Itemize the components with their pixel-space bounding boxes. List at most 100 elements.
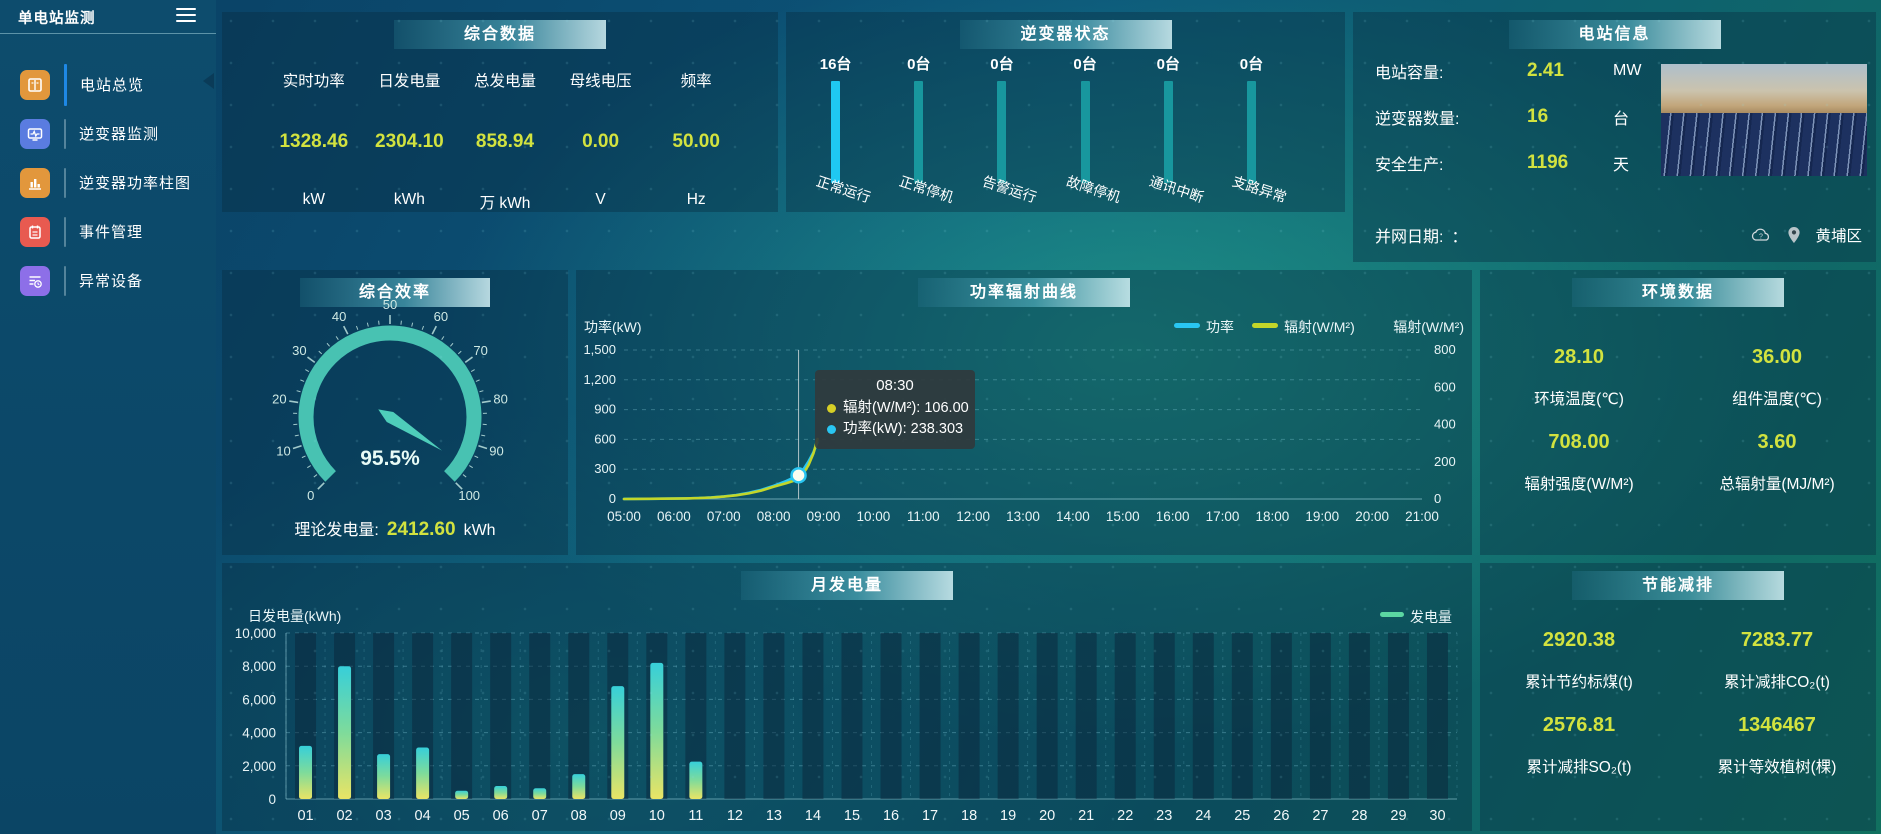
info-label: 逆变器数量:	[1375, 111, 1460, 128]
metric-label: 累计节约标煤(t)	[1525, 674, 1633, 691]
sidebar-item-inverter-power-bars[interactable]: 逆变器功率柱图	[0, 158, 216, 207]
metric-value: 708.00	[1548, 431, 1610, 453]
safe-production-row: 安全生产: 1196 天	[1375, 140, 1675, 186]
svg-text:17:00: 17:00	[1206, 509, 1240, 524]
sidebar-item-label: 逆变器监测	[79, 126, 160, 143]
svg-text:28: 28	[1351, 808, 1367, 824]
svg-text:600: 600	[1434, 379, 1456, 394]
metric-value: 2576.81	[1542, 714, 1616, 736]
inverter-status-bar	[997, 81, 1007, 183]
svg-text:0: 0	[1434, 491, 1441, 506]
theoretical-unit: kWh	[463, 522, 496, 539]
svg-text:60: 60	[434, 309, 448, 324]
abnormal-device-icon	[20, 265, 50, 296]
tooltip-value: 106.00	[924, 400, 969, 416]
inverter-monitor-icon	[20, 118, 50, 149]
grid-date-value: ：	[1451, 229, 1468, 246]
svg-text:29: 29	[1390, 808, 1406, 824]
svg-text:100: 100	[458, 488, 480, 503]
overview-metrics: 实时功率 1328.46 kW 日发电量 2304.10 kWh 总发电量 85…	[222, 49, 778, 213]
bar-day-03	[377, 754, 391, 799]
svg-text:09: 09	[610, 808, 626, 824]
svg-text:13:00: 13:00	[1006, 509, 1040, 524]
info-unit: MW	[1613, 62, 1642, 79]
bar-day-07	[533, 788, 547, 799]
info-label: 电站容量:	[1375, 65, 1444, 82]
metric-module-temp: 36.00 组件温度(℃)	[1678, 324, 1876, 409]
svg-text:24: 24	[1195, 808, 1211, 824]
svg-text:16:00: 16:00	[1156, 509, 1190, 524]
panel-inverter-status: 逆变器状态 16台 正常运行 0台 正常停机 0台 告警运行 0台 故障停机 0…	[786, 12, 1345, 212]
status-count: 16台	[819, 56, 852, 73]
svg-text:4,000: 4,000	[242, 726, 276, 741]
svg-text:日发电量(kWh): 日发电量(kWh)	[248, 608, 341, 624]
metric-label: 总辐射量(MJ/M²)	[1719, 476, 1835, 493]
svg-text:12:00: 12:00	[956, 509, 990, 524]
info-unit: 台	[1613, 111, 1630, 128]
svg-text:06: 06	[493, 808, 509, 824]
station-overview-icon	[20, 69, 50, 100]
bar-chart-icon	[20, 167, 50, 198]
inverter-status-columns: 16台 正常运行 0台 正常停机 0台 告警运行 0台 故障停机 0台 通讯中断…	[786, 19, 1345, 205]
svg-text:15:00: 15:00	[1106, 509, 1140, 524]
sidebar-item-inverter-monitor[interactable]: 逆变器监测	[0, 109, 216, 158]
svg-text:07:00: 07:00	[707, 509, 741, 524]
svg-text:08: 08	[571, 808, 587, 824]
panel-savings: 节能减排 2920.38 累计节约标煤(t) 7283.77 累计减排CO₂(t…	[1480, 563, 1876, 831]
panel-title: 环境数据	[1572, 278, 1784, 307]
svg-text:70: 70	[473, 343, 487, 358]
theoretical-label: 理论发电量:	[294, 522, 379, 539]
metric-value: 1328.46	[279, 131, 349, 152]
sidebar-item-label: 事件管理	[79, 224, 144, 241]
photo-solar-panels	[1661, 113, 1867, 176]
svg-text:0: 0	[307, 488, 314, 503]
status-count: 0台	[990, 56, 1014, 73]
status-normal-running: 16台 正常运行	[794, 19, 877, 205]
panel-efficiency: 综合效率 0 10 20 30 40 50 60 70 80 90 100 95.5% 理论发电量: …	[222, 270, 568, 555]
panel-environment: 环境数据 28.10 环境温度(℃) 36.00 组件温度(℃) 708.00 …	[1480, 270, 1876, 555]
location-pin-icon[interactable]	[1787, 226, 1801, 244]
bar-day-04	[416, 747, 430, 799]
metric-label: 累计减排CO₂(t)	[1724, 674, 1830, 691]
sidebar-item-abnormal-devices[interactable]: 异常设备	[0, 256, 216, 305]
panel-title: 月发电量	[741, 571, 953, 600]
svg-text:22: 22	[1117, 808, 1133, 824]
svg-text:10: 10	[649, 808, 665, 824]
panel-station-info: 电站信息 电站容量: 2.41 MW 逆变器数量: 16 台 安全生产: 119…	[1353, 12, 1876, 262]
svg-text:600: 600	[594, 431, 616, 446]
metric-value: 28.10	[1553, 346, 1605, 368]
menu-toggle-icon[interactable]	[176, 8, 196, 26]
svg-text:19:00: 19:00	[1305, 509, 1339, 524]
indicator-bar	[64, 167, 66, 198]
sidebar-nav: 电站总览 逆变器监测 逆变器功率柱图 事件管理	[0, 60, 216, 305]
svg-text:0: 0	[609, 491, 616, 506]
status-count: 0台	[1073, 56, 1097, 73]
status-label: 告警运行	[980, 172, 1039, 206]
tooltip-power-row: 功率(kW): 238.303	[827, 419, 963, 440]
svg-text:2,000: 2,000	[242, 759, 276, 774]
weather-cloud-icon[interactable]: ?	[1749, 227, 1773, 243]
metric-unit: Hz	[686, 191, 706, 208]
svg-text:01: 01	[297, 808, 313, 824]
status-label: 正常停机	[897, 172, 956, 206]
bar-day-09	[611, 686, 625, 799]
series-功率	[622, 441, 819, 501]
sidebar-item-station-overview[interactable]: 电站总览	[0, 60, 216, 109]
metric-co2-reduced: 7283.77 累计减排CO₂(t)	[1678, 607, 1876, 692]
svg-text:06:00: 06:00	[657, 509, 691, 524]
metric-total-generation: 总发电量 858.94 万 kWh	[457, 55, 553, 213]
tooltip-radiation-row: 辐射(W/M²): 106.00	[827, 398, 969, 419]
panel-title: 节能减排	[1572, 571, 1784, 600]
metric-value: 858.94	[475, 131, 535, 152]
svg-text:26: 26	[1273, 808, 1289, 824]
sidebar-collapse-arrow[interactable]	[203, 73, 214, 89]
svg-text:1,500: 1,500	[583, 342, 616, 357]
sidebar-item-event-management[interactable]: 事件管理	[0, 207, 216, 256]
inverter-count-row: 逆变器数量: 16 台	[1375, 94, 1675, 140]
indicator-bar	[64, 118, 66, 149]
svg-text:发电量: 发电量	[1410, 609, 1452, 625]
status-count: 0台	[1239, 56, 1264, 73]
metric-unit: kW	[302, 191, 325, 208]
inverter-status-bar	[914, 81, 924, 183]
svg-text:辐射(W/M²): 辐射(W/M²)	[1284, 319, 1355, 335]
